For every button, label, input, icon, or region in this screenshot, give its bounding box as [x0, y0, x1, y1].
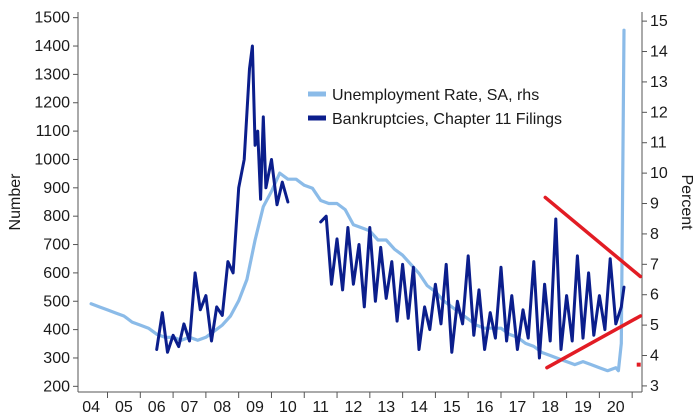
- y-right-tick-label: 13: [650, 74, 668, 91]
- annotations-layer: [543, 195, 643, 370]
- y-right-tick-label: 11: [650, 135, 667, 152]
- y-right-tick-label: 14: [650, 44, 668, 61]
- y-right-tick-label: 12: [650, 104, 668, 121]
- x-tick-label: 18: [541, 399, 559, 416]
- y-left-tick-label: 300: [43, 350, 70, 367]
- y-left-tick-label: 900: [43, 180, 70, 197]
- series-layer: [89, 28, 626, 373]
- y-right-tick-label: 9: [650, 196, 659, 213]
- bankruptcies-series-line: [319, 214, 626, 360]
- y-left-tick-label: 1000: [34, 151, 70, 168]
- y-left-tick-label: 1300: [34, 66, 70, 83]
- y-right-tick-label: 6: [650, 287, 659, 304]
- x-tick-label: 09: [246, 399, 264, 416]
- trend-line-annotation: [545, 314, 643, 370]
- x-tick-label: 04: [82, 399, 100, 416]
- trend-line-annotation: [543, 195, 643, 279]
- x-tick-label: 17: [508, 399, 526, 416]
- y-left-tick-label: 1100: [36, 123, 71, 140]
- x-tick-label: 12: [345, 399, 363, 416]
- x-tick-label: 08: [213, 399, 231, 416]
- unemployment-rate-series-line: [89, 28, 626, 373]
- x-tick-label: 16: [476, 399, 494, 416]
- y-right-tick-label: 10: [650, 165, 668, 182]
- y-right-tick-label: 5: [650, 317, 659, 334]
- x-tick-label: 15: [443, 399, 461, 416]
- y-left-tick-label: 800: [43, 208, 70, 225]
- y-right-tick-label: 7: [650, 256, 659, 273]
- y-right-tick-label: 3: [650, 378, 659, 395]
- y-left-tick-label: 500: [43, 293, 70, 310]
- red-marker-annotation: [636, 362, 641, 367]
- y-left-tick-label: 600: [43, 265, 70, 282]
- x-tick-label: 13: [377, 399, 395, 416]
- legend-label: Unemployment Rate, SA, rhs: [332, 87, 539, 104]
- x-tick-label: 05: [115, 399, 133, 416]
- y-left-tick-label: 400: [43, 322, 70, 339]
- y-left-tick-label: 1200: [34, 95, 70, 112]
- y-left-tick-label: 700: [43, 237, 70, 254]
- axes: 200 300 400 500 600 700 800 900 1000 1100 1200 1300…: [34, 10, 667, 416]
- y-right-tick-label: 4: [650, 348, 659, 365]
- x-tick-label: 10: [279, 399, 297, 416]
- y-left-tick-label: 1400: [34, 38, 70, 55]
- x-tick-label: 14: [410, 399, 428, 416]
- x-tick-label: 20: [607, 399, 625, 416]
- y-right-tick-label: 8: [650, 226, 659, 243]
- x-tick-label: 07: [181, 399, 199, 416]
- x-tick-label: 06: [148, 399, 166, 416]
- legend: Unemployment Rate, SA, rhs Bankruptcies, …: [308, 87, 562, 128]
- x-tick-label: 11: [312, 399, 329, 416]
- legend-label: Bankruptcies, Chapter 11 Filings: [332, 111, 562, 128]
- y-left-tick-label: 200: [43, 378, 70, 395]
- bankruptcies-series-line: [155, 44, 290, 354]
- y-axis-right-title: Percent: [678, 174, 695, 230]
- x-tick-label: 19: [574, 399, 592, 416]
- y-left-tick-label: 1500: [34, 10, 70, 27]
- y-right-tick-label: 15: [650, 13, 668, 30]
- y-axis-left-title: Number: [7, 173, 24, 231]
